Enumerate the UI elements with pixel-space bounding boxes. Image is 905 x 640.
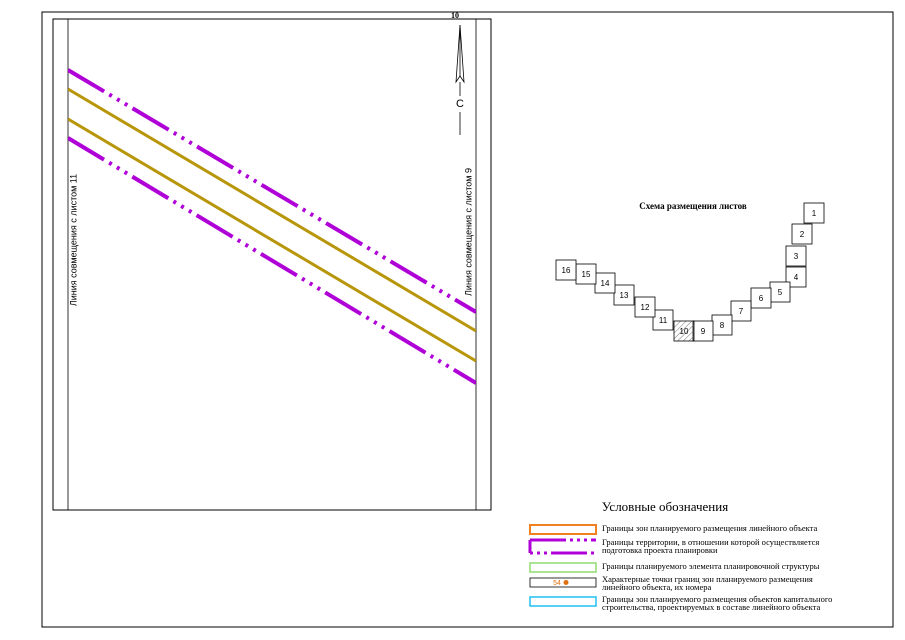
sheet-box: [730, 300, 752, 322]
legend-label: Границы зон планируемого размещения лине…: [602, 523, 817, 533]
legend-label: Границы зон планируемого размещения объе…: [602, 594, 832, 604]
sheet-box: [673, 320, 695, 342]
north-label: С: [456, 98, 464, 110]
legend-label: подготовка проекта планировки: [602, 545, 718, 555]
sheet-label: 9: [701, 327, 706, 336]
legend-texts: Границы зон планируемого размещения лине…: [602, 523, 832, 612]
legend-label: Характерные точки границ зон планируемог…: [602, 574, 813, 584]
legend-label: Границы планируемого элемента планировоч…: [602, 561, 820, 571]
map-frame: [52, 18, 492, 511]
sheet-box: [803, 202, 825, 224]
sheet-label: 15: [582, 270, 591, 279]
sheet-label: 11: [659, 316, 668, 325]
sheet-label: 2: [800, 230, 805, 239]
legend-symbols: [528, 524, 597, 607]
sheet-label: 14: [601, 279, 610, 288]
legend-label: строительства, проектируемых в составе л…: [602, 602, 820, 612]
legend-title: Условные обозначения: [602, 499, 728, 514]
sheet-label: 1: [812, 209, 817, 218]
sheet-label: 7: [739, 307, 744, 316]
sheet-box: [555, 259, 577, 281]
sheet-label: 10: [680, 327, 689, 336]
sheet-label: 13: [620, 291, 629, 300]
sheet-label: 12: [641, 303, 650, 312]
planning-boundary: [68, 68, 476, 314]
sheet-label: 16: [562, 266, 571, 275]
match-line-right-label: Линия совмещения с листом 9: [463, 168, 473, 296]
sheet-label: 5: [778, 288, 783, 297]
sheet-label: 8: [720, 321, 725, 330]
sheet-box: [613, 284, 635, 306]
sheet-box: [634, 296, 656, 318]
planning-boundary: [68, 136, 476, 385]
sheet-label: 4: [794, 273, 799, 282]
point-number: 54: [553, 580, 561, 587]
scheme-title: Схема размещения листов: [639, 201, 747, 211]
legend-label: Границы территории, в отношении которой …: [602, 537, 819, 547]
sheet-box: [652, 309, 674, 331]
sheet-label: 3: [794, 252, 799, 261]
sheet-number: 10: [451, 11, 459, 20]
map-lines: [68, 68, 476, 385]
zone-boundary: [68, 117, 476, 363]
outer-frame: [41, 11, 894, 628]
sheet-box: [750, 287, 772, 309]
match-line-left-label: Линия совмещения с листом 11: [68, 174, 78, 306]
sheet-box: [785, 266, 807, 288]
north-arrow: [455, 24, 465, 135]
sheet-box: [791, 223, 813, 245]
legend-label: линейного объекта, их номера: [602, 582, 711, 592]
zone-boundary: [68, 87, 476, 333]
sheet-label: 6: [759, 294, 764, 303]
sheet-box: [785, 245, 807, 267]
